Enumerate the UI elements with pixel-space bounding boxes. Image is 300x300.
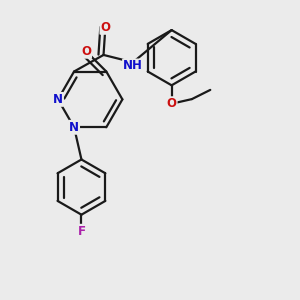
Text: O: O [100, 21, 110, 34]
Text: NH: NH [123, 59, 143, 73]
Text: N: N [53, 93, 63, 106]
Text: N: N [69, 121, 79, 134]
Text: O: O [167, 97, 177, 110]
Text: F: F [77, 225, 86, 238]
Text: O: O [81, 45, 91, 58]
